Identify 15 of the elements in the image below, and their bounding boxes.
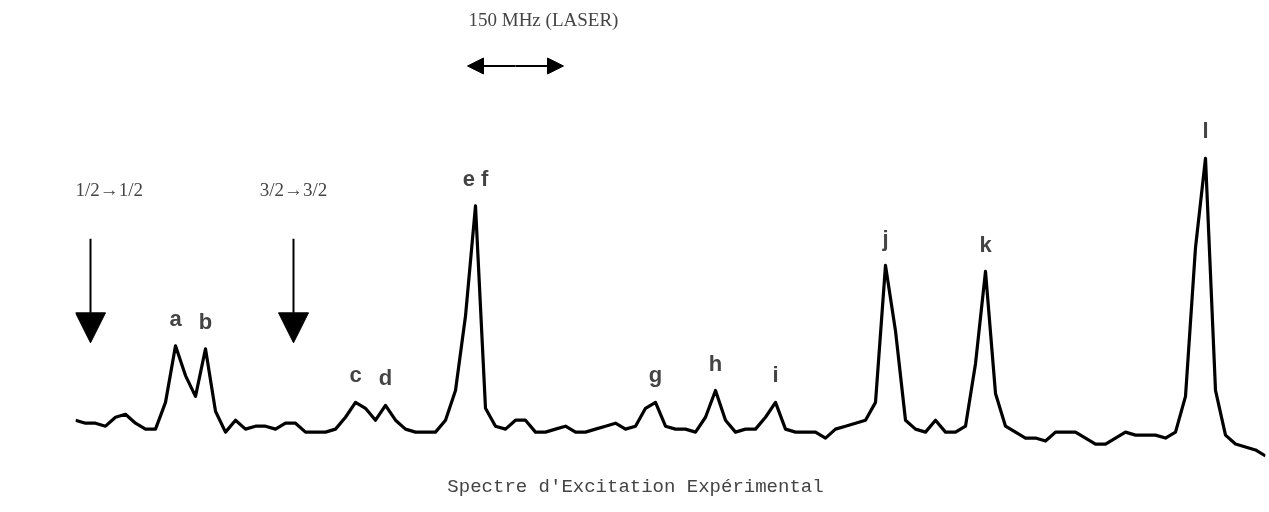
x-axis-title: Spectre d'Excitation Expérimental (447, 475, 824, 498)
annotation: b (198, 308, 213, 334)
annotation: 3/2→3/2 (259, 178, 328, 200)
annotation: h (708, 350, 723, 376)
text: l (1202, 118, 1209, 144)
annotation: e f (462, 166, 490, 192)
annotation: 1/2→1/2 (75, 178, 144, 200)
annotation: c (349, 362, 362, 388)
annotation: g (648, 362, 663, 388)
text: 150 MHz (LASER) (468, 9, 619, 32)
annotation: d (378, 365, 393, 391)
annotation: j (881, 225, 889, 251)
annotation: i (772, 362, 779, 388)
annotation: a (169, 305, 183, 331)
annotation: k (979, 231, 993, 257)
